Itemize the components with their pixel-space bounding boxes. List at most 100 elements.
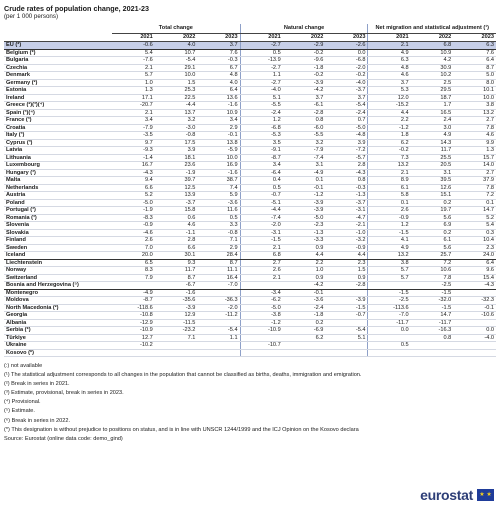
value-cell: 9.7 bbox=[112, 139, 155, 147]
value-cell: 10.9 bbox=[410, 49, 454, 57]
value-cell: 7.2 bbox=[410, 259, 454, 267]
footnote: (²) Break in series in 2021. bbox=[4, 381, 70, 388]
value-cell: 7.8 bbox=[453, 184, 496, 192]
value-cell: -7.9 bbox=[282, 146, 326, 155]
value-cell: 12.0 bbox=[367, 94, 411, 102]
value-cell: -6.7 bbox=[154, 281, 198, 290]
value-cell: 18.1 bbox=[154, 154, 198, 162]
value-cell: -6.0 bbox=[282, 124, 326, 132]
value-cell: 18.7 bbox=[410, 94, 454, 102]
table-row: Iceland 20.0 30.1 28.4 6.8 4.4 4.4 13.2 25.7 24.0 bbox=[4, 251, 496, 260]
value-cell: 14.3 bbox=[410, 139, 454, 147]
header-year: 2022 bbox=[410, 33, 454, 42]
value-cell bbox=[325, 289, 368, 297]
table-row: Cyprus (³) 9.7 17.5 13.8 3.5 3.2 3.9 6.2 14.3 9.9 bbox=[4, 139, 496, 147]
value-cell: -10.9 bbox=[239, 326, 283, 335]
value-cell: 0.9 bbox=[282, 244, 326, 252]
value-cell: 3.1 bbox=[282, 161, 326, 170]
value-cell: 3.4 bbox=[239, 161, 283, 170]
table-row: Belgium (*) 5.4 10.7 7.6 0.5 -0.2 0.0 4.9 10.9 7.… bbox=[4, 49, 496, 57]
value-cell: -8.3 bbox=[112, 214, 155, 222]
table-row: Serbia (*) -10.9 -23.2 -5.4 -10.9 -6.9 -5.4 0.0… bbox=[4, 326, 496, 335]
value-cell: 0.9 bbox=[325, 274, 368, 282]
value-cell: -0.1 bbox=[453, 304, 496, 312]
value-cell: -1.1 bbox=[154, 229, 198, 237]
value-cell: -5.9 bbox=[197, 146, 241, 155]
value-cell: 1.3 bbox=[112, 86, 155, 95]
value-cell: 2.3 bbox=[453, 244, 496, 252]
value-cell: 23.6 bbox=[154, 161, 198, 170]
value-cell: 7.8 bbox=[410, 274, 454, 282]
value-cell: 6.3 bbox=[367, 56, 411, 65]
value-cell: -4.4 bbox=[239, 206, 283, 215]
header-year: 2021 bbox=[239, 33, 283, 42]
value-cell: 8.7 bbox=[453, 64, 496, 72]
value-cell: -5.4 bbox=[197, 326, 241, 335]
value-cell: 0.6 bbox=[154, 214, 198, 222]
value-cell: -5.0 bbox=[112, 199, 155, 207]
value-cell: 17.1 bbox=[112, 94, 155, 102]
value-cell: 5.2 bbox=[453, 214, 496, 222]
value-cell: -0.2 bbox=[325, 71, 368, 80]
country-cell: Greece (²)(³)(⁴) bbox=[4, 101, 113, 110]
value-cell: -2.0 bbox=[239, 221, 283, 230]
country-cell: Latvia bbox=[4, 146, 113, 155]
value-cell bbox=[154, 349, 198, 357]
value-cell: 24.0 bbox=[453, 251, 496, 260]
footnote: (*) This designation is without prejudic… bbox=[4, 426, 359, 433]
value-cell: 9.3 bbox=[154, 259, 198, 267]
header-net-migration: Net migration and statistical adjustment… bbox=[367, 24, 496, 34]
value-cell: 15.1 bbox=[410, 191, 454, 200]
value-cell bbox=[325, 319, 368, 327]
value-cell: 11.6 bbox=[197, 206, 241, 215]
table-row: Italy (³) -3.5 -0.8 -0.1 -5.3 -5.5 -4.8 1.8 4.9 4… bbox=[4, 131, 496, 140]
value-cell: 7.6 bbox=[197, 49, 241, 57]
value-cell: 4.9 bbox=[367, 244, 411, 252]
value-cell: 16.9 bbox=[197, 161, 241, 170]
value-cell: -4.0 bbox=[325, 79, 368, 87]
table-row: Bosnia and Herzegovina (⁵) -6.7 -7.0 -4.2 -2… bbox=[4, 281, 496, 290]
value-cell: 5.7 bbox=[112, 71, 155, 80]
value-cell: 0.0 bbox=[367, 326, 411, 335]
value-cell: 3.2 bbox=[154, 116, 198, 125]
table-row: Lithuania -1.4 18.1 10.0 -8.7 -7.4 -5.7 7.3 25.5… bbox=[4, 154, 496, 162]
value-cell: 12.9 bbox=[154, 311, 198, 320]
value-cell: -4.3 bbox=[112, 169, 155, 177]
country-cell: Poland bbox=[4, 199, 113, 207]
value-cell: 4.0 bbox=[197, 79, 241, 87]
value-cell: 2.6 bbox=[112, 236, 155, 245]
value-cell: -7.0 bbox=[367, 311, 411, 320]
value-cell: 2.6 bbox=[239, 266, 283, 275]
value-cell: -0.8 bbox=[197, 229, 241, 237]
value-cell: 38.7 bbox=[197, 176, 241, 185]
value-cell: 3.0 bbox=[410, 124, 454, 132]
value-cell: 3.7 bbox=[197, 41, 241, 50]
value-cell: 3.8 bbox=[453, 101, 496, 110]
value-cell: 3.9 bbox=[325, 139, 368, 147]
value-cell: 4.1 bbox=[367, 236, 411, 245]
table-row: Ireland 17.1 22.5 13.6 5.1 3.7 3.7 12.0 18.7 10.0 bbox=[4, 94, 496, 102]
value-cell: 4.8 bbox=[197, 71, 241, 80]
value-cell: 9.9 bbox=[453, 139, 496, 147]
value-cell: -3.9 bbox=[282, 199, 326, 207]
footnotes: (:) not available (¹) The statistical adj… bbox=[4, 362, 496, 444]
value-cell: -2.3 bbox=[282, 221, 326, 230]
value-cell: 10.0 bbox=[197, 154, 241, 162]
value-cell: -3.6 bbox=[197, 199, 241, 207]
country-cell: Kosovo (*) bbox=[4, 349, 113, 357]
value-cell: 1.2 bbox=[239, 116, 283, 125]
value-cell: 6.4 bbox=[453, 56, 496, 65]
value-cell: -1.5 bbox=[325, 304, 368, 312]
table-row: Germany (²) 1.0 1.5 4.0 -2.7 -3.9 -4.0 3.7 2.5 8.… bbox=[4, 79, 496, 87]
value-cell: -7.4 bbox=[239, 214, 283, 222]
footnote: (¹) The statistical adjustment correspon… bbox=[4, 372, 362, 379]
value-cell: 4.4 bbox=[367, 109, 411, 117]
value-cell: 10.1 bbox=[453, 86, 496, 95]
value-cell: -8.7 bbox=[112, 296, 155, 305]
value-cell: 1.0 bbox=[282, 266, 326, 275]
country-cell: Ukraine bbox=[4, 341, 113, 350]
value-cell: -0.2 bbox=[282, 49, 326, 57]
value-cell: -2.5 bbox=[410, 281, 454, 290]
value-cell: -7.4 bbox=[282, 154, 326, 162]
value-cell: 1.1 bbox=[239, 71, 283, 80]
